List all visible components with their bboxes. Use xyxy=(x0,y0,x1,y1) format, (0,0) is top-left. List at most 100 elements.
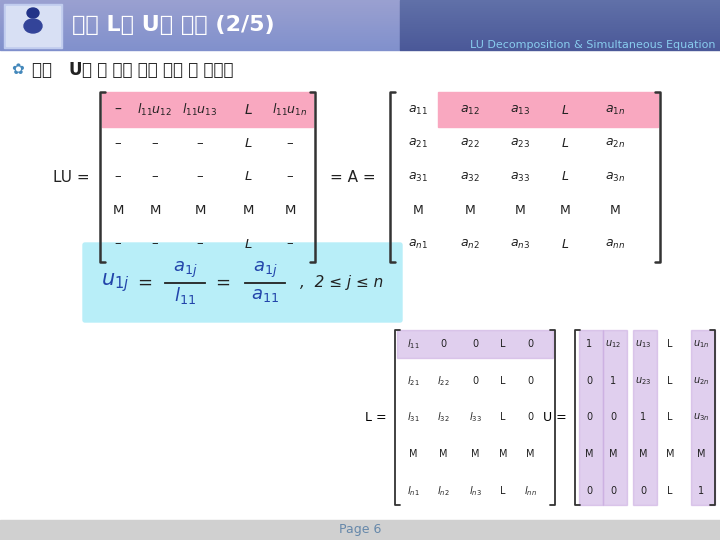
Bar xyxy=(400,17,720,18)
Bar xyxy=(400,36,720,37)
Bar xyxy=(400,29,720,30)
Bar xyxy=(0,45,400,46)
Text: L: L xyxy=(500,486,505,496)
Bar xyxy=(0,27,400,28)
Text: –: – xyxy=(197,137,203,150)
Bar xyxy=(0,26,400,27)
Bar xyxy=(400,7,720,8)
Text: M: M xyxy=(499,449,508,459)
Text: $a_{nn}$: $a_{nn}$ xyxy=(605,238,625,251)
Text: =: = xyxy=(215,273,230,292)
Text: $a_{11}$: $a_{11}$ xyxy=(251,287,279,305)
Bar xyxy=(0,16,400,17)
Text: 0: 0 xyxy=(586,486,592,496)
Bar xyxy=(400,28,720,29)
Text: $\mathit{L}$: $\mathit{L}$ xyxy=(243,103,253,117)
Ellipse shape xyxy=(24,19,42,33)
Text: 0: 0 xyxy=(610,413,616,422)
Bar xyxy=(0,36,400,37)
Text: $l_{22}$: $l_{22}$ xyxy=(437,374,449,388)
Bar xyxy=(0,13,400,14)
Text: –: – xyxy=(197,171,203,184)
Text: M: M xyxy=(526,449,534,459)
Bar xyxy=(4,4,62,48)
Bar xyxy=(400,42,720,43)
Bar xyxy=(0,1,400,2)
Bar xyxy=(0,5,400,6)
Text: M: M xyxy=(585,449,593,459)
Bar xyxy=(397,330,553,358)
Bar xyxy=(0,32,400,33)
Text: = A =: = A = xyxy=(330,170,376,185)
Bar xyxy=(400,3,720,4)
Bar xyxy=(400,26,720,27)
Text: $a_{1j}$: $a_{1j}$ xyxy=(253,259,277,280)
Text: –: – xyxy=(287,137,293,150)
Bar xyxy=(0,22,400,23)
Bar xyxy=(400,37,720,38)
Text: $u_{2n}$: $u_{2n}$ xyxy=(693,375,709,387)
Text: $a_{1j}$: $a_{1j}$ xyxy=(173,259,197,280)
Bar xyxy=(0,48,400,49)
Text: $l_{31}$: $l_{31}$ xyxy=(407,410,419,424)
Bar xyxy=(0,7,400,8)
Text: $\mathit{L}$: $\mathit{L}$ xyxy=(243,171,252,184)
Bar xyxy=(603,330,627,505)
Bar xyxy=(400,20,720,21)
Text: $u_{13}$: $u_{13}$ xyxy=(635,338,651,350)
Text: 0: 0 xyxy=(472,339,478,349)
Text: M: M xyxy=(149,204,161,217)
Text: M: M xyxy=(413,204,423,217)
Bar xyxy=(0,25,400,26)
Bar xyxy=(0,39,400,40)
Bar xyxy=(400,1,720,2)
Text: –: – xyxy=(114,238,121,251)
Bar xyxy=(400,38,720,39)
Text: $l_{11}u_{12}$: $l_{11}u_{12}$ xyxy=(138,102,173,118)
Text: $a_{n2}$: $a_{n2}$ xyxy=(460,238,480,251)
Text: M: M xyxy=(471,449,480,459)
Text: –: – xyxy=(152,137,158,150)
Bar xyxy=(400,32,720,33)
Bar xyxy=(0,8,400,9)
Text: ✿: ✿ xyxy=(12,63,24,78)
Text: $l_{11}$: $l_{11}$ xyxy=(407,337,419,351)
Bar xyxy=(400,34,720,35)
Text: $a_{2n}$: $a_{2n}$ xyxy=(605,137,625,150)
Bar xyxy=(0,49,400,50)
Bar xyxy=(400,21,720,22)
Text: M: M xyxy=(608,449,617,459)
Text: $\mathit{L}$: $\mathit{L}$ xyxy=(243,137,252,150)
Bar xyxy=(0,9,400,10)
Bar xyxy=(0,12,400,13)
Text: $\mathit{L}$: $\mathit{L}$ xyxy=(561,104,569,117)
Bar xyxy=(400,47,720,48)
Bar xyxy=(400,33,720,34)
Text: LU Decomposition & Simultaneous Equation: LU Decomposition & Simultaneous Equation xyxy=(469,40,715,50)
Bar xyxy=(0,3,400,4)
Bar xyxy=(400,22,720,23)
Bar xyxy=(400,49,720,50)
Text: 0: 0 xyxy=(610,486,616,496)
Text: M: M xyxy=(409,449,418,459)
Bar xyxy=(400,18,720,19)
Text: U: U xyxy=(68,61,81,79)
Bar xyxy=(400,27,720,28)
Bar xyxy=(0,31,400,32)
Bar xyxy=(400,0,720,1)
Text: $a_{12}$: $a_{12}$ xyxy=(460,104,480,117)
Bar xyxy=(400,31,720,32)
Bar xyxy=(0,35,400,36)
Text: ,  2 ≤ j ≤ n: , 2 ≤ j ≤ n xyxy=(300,275,383,290)
Bar xyxy=(0,6,400,7)
Text: M: M xyxy=(697,449,706,459)
Text: 의 첫 번째 행의 원소 값 구하기: 의 첫 번째 행의 원소 값 구하기 xyxy=(82,61,233,79)
Text: 1: 1 xyxy=(610,376,616,386)
Text: –: – xyxy=(287,238,293,251)
Bar xyxy=(400,13,720,14)
Text: L: L xyxy=(667,486,672,496)
Text: –: – xyxy=(152,238,158,251)
Text: 1: 1 xyxy=(586,339,592,349)
Text: L: L xyxy=(500,376,505,386)
Text: $a_{3n}$: $a_{3n}$ xyxy=(605,171,625,184)
